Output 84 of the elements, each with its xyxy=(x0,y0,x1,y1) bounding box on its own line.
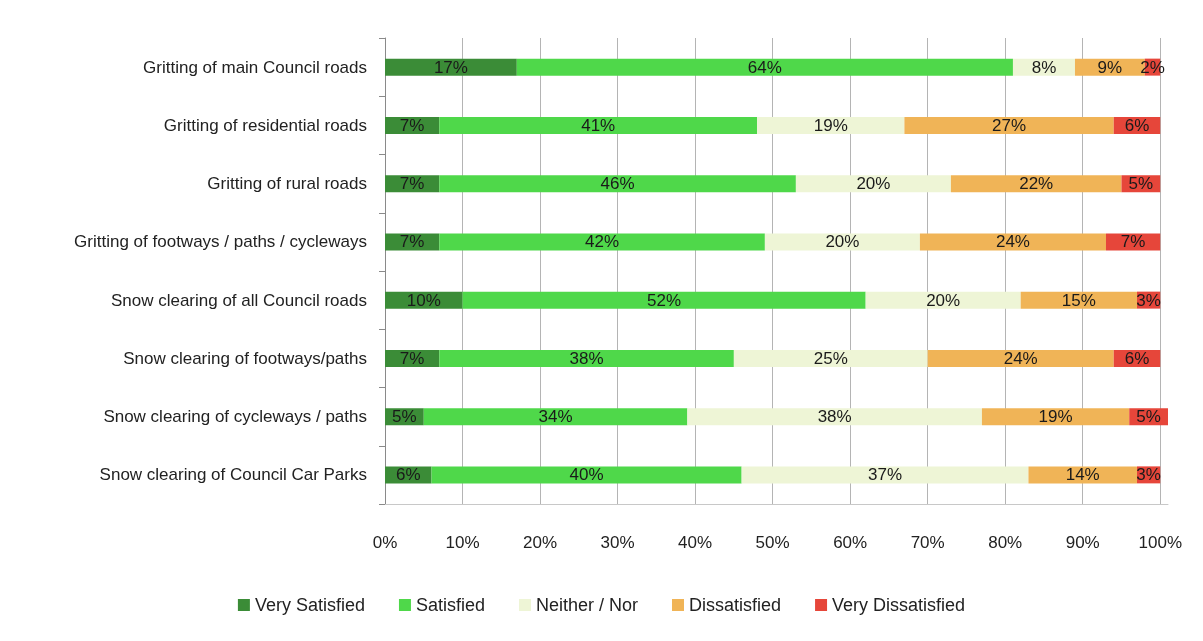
bar xyxy=(927,349,1114,367)
x-tick-label: 0% xyxy=(372,533,398,552)
data-label: 17% xyxy=(433,57,468,77)
data-label: 40% xyxy=(569,465,604,485)
legend-label: Dissatisfied xyxy=(689,595,782,615)
data-label: 5% xyxy=(1136,407,1161,427)
bar xyxy=(516,58,1013,76)
bar xyxy=(741,466,1029,484)
data-label: 20% xyxy=(856,174,891,194)
bar xyxy=(733,349,928,367)
bar xyxy=(764,233,920,251)
bar xyxy=(757,116,905,134)
legend-label: Very Dissatisfied xyxy=(832,595,966,615)
data-label: 5% xyxy=(1128,174,1154,194)
data-label: 19% xyxy=(1038,407,1073,427)
bar xyxy=(385,58,517,76)
data-label: 15% xyxy=(1061,290,1096,310)
y-tick-label: Snow clearing of Council Car Parks xyxy=(99,465,367,485)
data-label: 34% xyxy=(538,407,573,427)
bar xyxy=(687,408,982,426)
x-tick-label: 30% xyxy=(600,533,635,552)
y-tick-label: Gritting of rural roads xyxy=(207,174,367,194)
data-label: 22% xyxy=(1019,174,1054,194)
bar xyxy=(439,349,734,367)
data-label: 7% xyxy=(399,174,425,194)
x-tick-label: 80% xyxy=(988,533,1023,552)
x-tick-label: 60% xyxy=(833,533,868,552)
bar xyxy=(795,175,951,193)
legend-label: Very Satisfied xyxy=(254,595,365,615)
bar xyxy=(950,175,1122,193)
legend-label: Satisfied xyxy=(415,595,485,615)
bar xyxy=(919,233,1106,251)
y-tick-label: Gritting of footways / paths / cycleways xyxy=(74,232,367,252)
data-label: 24% xyxy=(1003,348,1038,368)
data-label: 7% xyxy=(399,115,425,135)
data-label: 6% xyxy=(1124,115,1150,135)
data-label: 3% xyxy=(1136,465,1161,485)
data-label: 14% xyxy=(1065,465,1100,485)
data-label: 7% xyxy=(1120,232,1146,252)
data-label: 37% xyxy=(868,465,903,485)
y-tick-label: Gritting of main Council roads xyxy=(143,57,367,77)
data-label: 10% xyxy=(406,290,441,310)
data-label: 6% xyxy=(395,465,421,485)
bar xyxy=(439,233,765,251)
data-label: 41% xyxy=(581,115,616,135)
data-label: 27% xyxy=(992,115,1027,135)
x-tick-label: 100% xyxy=(1138,533,1182,552)
bar xyxy=(462,291,866,309)
y-tick-label: Gritting of residential roads xyxy=(163,115,367,135)
data-label: 7% xyxy=(399,348,425,368)
data-label: 6% xyxy=(1124,348,1150,368)
data-label: 46% xyxy=(600,174,635,194)
data-label: 52% xyxy=(647,290,682,310)
data-label: 3% xyxy=(1136,290,1161,310)
data-label: 8% xyxy=(1031,57,1057,77)
y-tick-label: Snow clearing of footways/paths xyxy=(123,348,367,368)
legend-label: Neither / Nor xyxy=(535,595,639,615)
x-tick-label: 10% xyxy=(445,533,480,552)
data-label: 38% xyxy=(569,348,604,368)
x-tick-label: 90% xyxy=(1065,533,1100,552)
y-tick-label: Snow clearing of all Council roads xyxy=(110,290,367,310)
data-label: 25% xyxy=(813,348,848,368)
x-tick-label: 70% xyxy=(910,533,945,552)
bar xyxy=(439,175,796,193)
data-label: 20% xyxy=(926,290,961,310)
data-label: 19% xyxy=(813,115,848,135)
x-tick-label: 40% xyxy=(678,533,713,552)
bar xyxy=(981,408,1130,426)
x-tick-label: 20% xyxy=(523,533,558,552)
data-label: 5% xyxy=(392,407,417,427)
x-tick-label: 50% xyxy=(755,533,790,552)
data-label: 9% xyxy=(1097,57,1123,77)
bar xyxy=(904,116,1114,134)
bar xyxy=(865,291,1021,309)
data-label: 42% xyxy=(585,232,620,252)
data-label: 38% xyxy=(817,407,852,427)
data-label: 64% xyxy=(747,57,782,77)
data-label: 24% xyxy=(995,232,1030,252)
data-label: 20% xyxy=(825,232,860,252)
bar xyxy=(431,466,742,484)
y-tick-label: Snow clearing of cycleways / paths xyxy=(103,407,367,427)
bar xyxy=(423,408,688,426)
data-label: 7% xyxy=(399,232,425,252)
bar xyxy=(439,116,758,134)
